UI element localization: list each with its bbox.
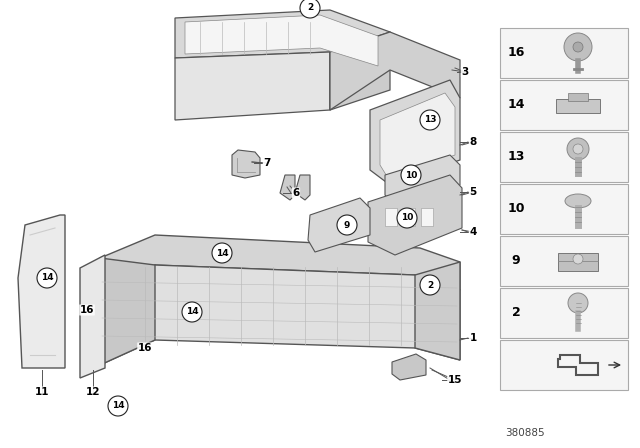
- Text: 380885: 380885: [505, 428, 545, 438]
- Text: 14: 14: [216, 249, 228, 258]
- Bar: [500, 80, 628, 130]
- Bar: [385, 208, 397, 226]
- Bar: [500, 340, 628, 390]
- Polygon shape: [330, 32, 460, 110]
- Bar: [500, 132, 628, 182]
- Text: 1: 1: [469, 333, 477, 343]
- Text: 13: 13: [508, 151, 525, 164]
- Polygon shape: [370, 80, 460, 185]
- Text: 2: 2: [307, 4, 313, 13]
- Text: 2: 2: [511, 306, 520, 319]
- Circle shape: [182, 302, 202, 322]
- Bar: [500, 236, 628, 286]
- Polygon shape: [392, 354, 426, 380]
- Polygon shape: [232, 150, 260, 178]
- Text: 10: 10: [405, 171, 417, 180]
- Text: 14: 14: [186, 307, 198, 316]
- Polygon shape: [368, 175, 462, 255]
- Circle shape: [573, 42, 583, 52]
- Text: 15: 15: [448, 375, 462, 385]
- Polygon shape: [415, 262, 460, 360]
- Circle shape: [212, 243, 232, 263]
- Circle shape: [564, 33, 592, 61]
- Circle shape: [420, 110, 440, 130]
- Text: 14: 14: [508, 99, 525, 112]
- Bar: [558, 253, 598, 271]
- Text: 10: 10: [401, 214, 413, 223]
- Text: 16: 16: [508, 47, 525, 60]
- Polygon shape: [380, 93, 455, 178]
- Text: 10: 10: [508, 202, 525, 215]
- Text: 16: 16: [80, 305, 94, 315]
- Polygon shape: [100, 258, 155, 365]
- Text: 7: 7: [263, 158, 271, 168]
- Polygon shape: [175, 10, 390, 70]
- Circle shape: [397, 208, 417, 228]
- Circle shape: [420, 275, 440, 295]
- Bar: [556, 99, 600, 113]
- Text: 12: 12: [86, 387, 100, 397]
- Bar: [403, 208, 415, 226]
- Polygon shape: [385, 155, 460, 205]
- Circle shape: [573, 254, 583, 264]
- Text: 9: 9: [512, 254, 520, 267]
- Polygon shape: [295, 175, 310, 200]
- Polygon shape: [175, 52, 330, 120]
- Text: 6: 6: [292, 188, 300, 198]
- Text: 3: 3: [461, 67, 468, 77]
- Text: 16: 16: [138, 343, 152, 353]
- Ellipse shape: [565, 194, 591, 208]
- Circle shape: [568, 293, 588, 313]
- Polygon shape: [185, 15, 378, 66]
- Text: 14: 14: [41, 273, 53, 283]
- Text: 11: 11: [35, 387, 49, 397]
- Text: 8: 8: [469, 137, 477, 147]
- Circle shape: [37, 268, 57, 288]
- Circle shape: [337, 215, 357, 235]
- Bar: [500, 28, 628, 78]
- Polygon shape: [330, 32, 390, 110]
- Text: 14: 14: [112, 401, 124, 410]
- Text: 9: 9: [344, 220, 350, 229]
- Text: 13: 13: [424, 116, 436, 125]
- Circle shape: [300, 0, 320, 18]
- Polygon shape: [308, 198, 370, 252]
- Bar: [568, 93, 588, 101]
- Circle shape: [108, 396, 128, 416]
- Text: 2: 2: [427, 280, 433, 289]
- Polygon shape: [280, 175, 295, 200]
- Polygon shape: [18, 215, 65, 368]
- Text: 5: 5: [469, 187, 477, 197]
- Polygon shape: [80, 255, 105, 378]
- Polygon shape: [100, 265, 460, 365]
- Polygon shape: [100, 235, 460, 290]
- Bar: [500, 184, 628, 234]
- Circle shape: [401, 165, 421, 185]
- Circle shape: [573, 144, 583, 154]
- Circle shape: [567, 138, 589, 160]
- Bar: [500, 288, 628, 338]
- Text: 4: 4: [469, 227, 477, 237]
- Bar: [421, 208, 433, 226]
